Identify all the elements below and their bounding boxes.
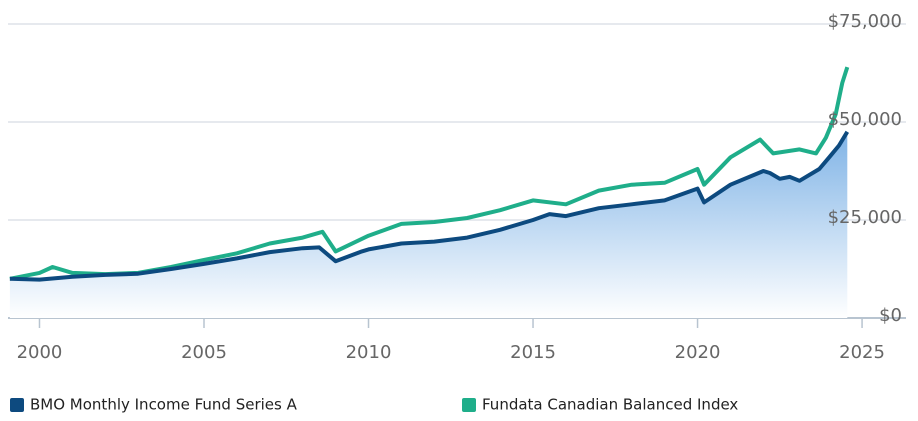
x-tick-label: 2000 — [17, 342, 63, 363]
series-line — [9, 130, 850, 282]
x-tick-label: 2015 — [510, 342, 556, 363]
legend-swatch — [10, 398, 24, 412]
legend-label: Fundata Canadian Balanced Index — [482, 396, 738, 414]
y-tick-label: $75,000 — [828, 11, 902, 32]
plot — [9, 66, 850, 318]
x-tick-label: 2005 — [181, 342, 227, 363]
x-tick-label: 2010 — [346, 342, 392, 363]
x-tick-label: 2020 — [675, 342, 721, 363]
y-tick-label: $0 — [879, 305, 902, 326]
y-tick-label: $50,000 — [828, 109, 902, 130]
legend-label: BMO Monthly Income Fund Series A — [30, 396, 298, 414]
labels: $0 $25,000 $50,000 $75,000 2000 2005 2010 2015 2… — [10, 11, 902, 414]
legend-swatch — [462, 398, 476, 412]
x-tick-label: 2025 — [839, 342, 885, 363]
area — [9, 131, 848, 318]
y-tick-label: $25,000 — [828, 207, 902, 228]
